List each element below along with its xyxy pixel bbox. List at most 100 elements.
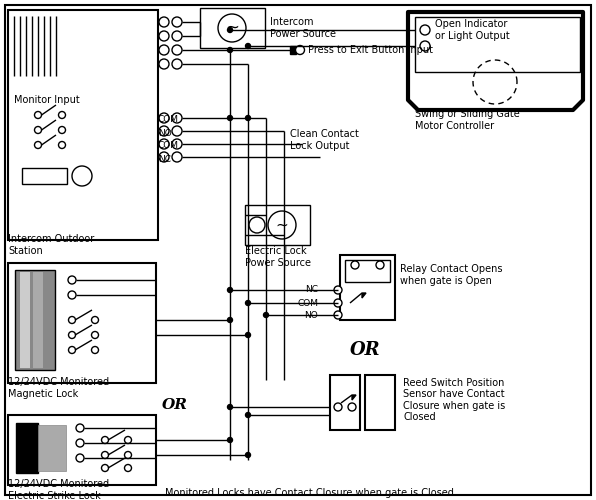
- Text: Reed Switch Position
Sensor have Contact
Closure when gate is
Closed: Reed Switch Position Sensor have Contact…: [403, 378, 505, 422]
- Text: NO: NO: [158, 128, 172, 138]
- Circle shape: [101, 464, 108, 471]
- Circle shape: [172, 126, 182, 136]
- Circle shape: [101, 436, 108, 444]
- Circle shape: [228, 116, 232, 120]
- Circle shape: [218, 14, 246, 42]
- Circle shape: [69, 332, 76, 338]
- Circle shape: [228, 404, 232, 409]
- Polygon shape: [352, 395, 356, 400]
- Circle shape: [172, 45, 182, 55]
- Circle shape: [246, 44, 250, 49]
- Circle shape: [58, 126, 66, 134]
- Bar: [22, 168, 67, 184]
- Bar: [8, 10, 158, 240]
- Circle shape: [159, 113, 169, 123]
- Circle shape: [159, 45, 169, 55]
- Circle shape: [172, 139, 182, 149]
- Text: Intercom Outdoor
Station: Intercom Outdoor Station: [8, 234, 94, 256]
- Bar: [33, 272, 43, 368]
- Text: NC: NC: [158, 154, 171, 164]
- Text: Clean Contact
Lock Output: Clean Contact Lock Output: [290, 129, 359, 151]
- Text: Swing or Sliding Gate
Motor Controller: Swing or Sliding Gate Motor Controller: [415, 109, 520, 131]
- Polygon shape: [408, 12, 583, 110]
- Circle shape: [159, 126, 169, 136]
- Circle shape: [334, 286, 342, 294]
- Bar: [330, 375, 360, 430]
- Text: 12/24VDC Monitored
Electric Strike Lock: 12/24VDC Monitored Electric Strike Lock: [8, 479, 109, 500]
- Text: Open Indicator
or Light Output: Open Indicator or Light Output: [435, 19, 510, 41]
- Circle shape: [420, 25, 430, 35]
- Circle shape: [68, 276, 76, 284]
- Circle shape: [159, 31, 169, 41]
- Text: Press to Exit Button Input: Press to Exit Button Input: [308, 45, 433, 55]
- Circle shape: [348, 403, 356, 411]
- Circle shape: [76, 424, 84, 432]
- Circle shape: [58, 112, 66, 118]
- Bar: [15, 270, 55, 370]
- Text: COM: COM: [297, 298, 318, 308]
- Circle shape: [92, 346, 98, 354]
- Text: OR: OR: [162, 398, 188, 412]
- Text: ~: ~: [275, 218, 288, 232]
- Circle shape: [228, 28, 232, 32]
- Circle shape: [35, 142, 42, 148]
- Circle shape: [246, 452, 250, 458]
- Text: ~: ~: [225, 19, 239, 37]
- Circle shape: [228, 48, 232, 52]
- Circle shape: [246, 300, 250, 306]
- Circle shape: [228, 288, 232, 292]
- Bar: [245, 205, 310, 245]
- Circle shape: [159, 152, 169, 162]
- Circle shape: [68, 291, 76, 299]
- Circle shape: [263, 312, 269, 318]
- Circle shape: [58, 142, 66, 148]
- Circle shape: [376, 261, 384, 269]
- Text: OR: OR: [350, 341, 380, 359]
- Circle shape: [246, 412, 250, 418]
- Circle shape: [72, 166, 92, 186]
- Circle shape: [334, 403, 342, 411]
- Circle shape: [35, 112, 42, 118]
- Circle shape: [268, 211, 296, 239]
- Circle shape: [69, 316, 76, 324]
- Circle shape: [159, 139, 169, 149]
- Circle shape: [159, 59, 169, 69]
- Circle shape: [228, 318, 232, 322]
- Circle shape: [125, 452, 132, 458]
- Circle shape: [246, 332, 250, 338]
- Polygon shape: [362, 293, 366, 298]
- Circle shape: [334, 311, 342, 319]
- Circle shape: [228, 438, 232, 442]
- Circle shape: [125, 436, 132, 444]
- Bar: [345, 260, 390, 282]
- Bar: [8, 415, 156, 485]
- Bar: [16, 423, 38, 473]
- Text: NC: NC: [305, 286, 318, 294]
- Circle shape: [334, 299, 342, 307]
- Circle shape: [76, 439, 84, 447]
- Text: 12/24VDC Monitored
Magnetic Lock: 12/24VDC Monitored Magnetic Lock: [8, 377, 109, 399]
- Circle shape: [76, 454, 84, 462]
- Bar: [415, 17, 580, 72]
- Text: Electric Lock
Power Source: Electric Lock Power Source: [245, 246, 311, 268]
- Circle shape: [246, 116, 250, 120]
- Circle shape: [296, 46, 305, 54]
- Bar: [8, 263, 156, 383]
- Text: Monitor Input: Monitor Input: [14, 95, 80, 105]
- Circle shape: [125, 464, 132, 471]
- Circle shape: [420, 41, 430, 51]
- Bar: [20, 272, 30, 368]
- Circle shape: [69, 346, 76, 354]
- Circle shape: [172, 59, 182, 69]
- Bar: [340, 255, 395, 320]
- Circle shape: [101, 452, 108, 458]
- Circle shape: [249, 217, 265, 233]
- Circle shape: [172, 17, 182, 27]
- Circle shape: [172, 31, 182, 41]
- Circle shape: [92, 332, 98, 338]
- Bar: [365, 375, 395, 430]
- Circle shape: [172, 113, 182, 123]
- Text: Monitored Locks have Contact Closure when gate is Closed: Monitored Locks have Contact Closure whe…: [165, 488, 454, 498]
- Circle shape: [159, 17, 169, 27]
- Bar: [38, 425, 66, 471]
